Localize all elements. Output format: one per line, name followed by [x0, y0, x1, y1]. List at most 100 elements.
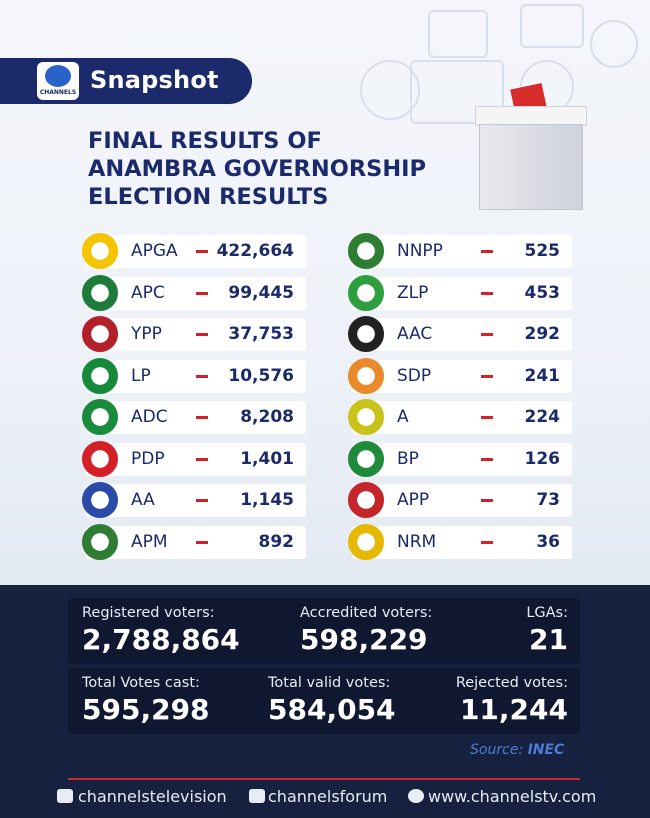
party-logo-icon	[82, 233, 118, 269]
accredited-voters-label: Accredited voters:	[300, 605, 433, 621]
youtube-handle-link[interactable]: channelstelevision	[78, 787, 227, 806]
party-name: BP	[397, 448, 419, 469]
decorative-monitor-icon	[410, 60, 504, 124]
registered-voters-value: 2,788,864	[82, 623, 240, 656]
channels-logo: CHANNELS	[37, 62, 79, 100]
separator-dash	[196, 457, 208, 461]
facebook-icon	[249, 789, 265, 803]
ballot-box-lid	[475, 106, 587, 126]
party-votes: 1,145	[240, 490, 294, 510]
party-votes: 99,445	[228, 282, 294, 303]
party-logo-icon	[348, 440, 384, 477]
separator-dash	[196, 250, 208, 253]
party-votes: 37,753	[228, 324, 294, 344]
party-logo-icon	[82, 440, 118, 477]
decorative-globe-icon	[360, 60, 420, 120]
title-line: ELECTION RESULTS	[88, 184, 329, 210]
globe-icon	[45, 65, 71, 87]
party-logo-icon	[82, 274, 118, 311]
party-votes: 36	[536, 531, 560, 552]
party-votes: 224	[524, 407, 561, 427]
party-name: SDP	[397, 365, 432, 386]
title-line: ANAMBRA GOVERNORSHIP	[88, 156, 427, 182]
party-logo-icon	[82, 357, 118, 394]
party-votes: 525	[524, 241, 561, 261]
lgas-value: 21	[529, 623, 568, 656]
party-votes: 292	[524, 324, 561, 344]
separator-dash	[196, 499, 208, 502]
separator-dash	[481, 499, 493, 502]
stats-row-voters: Registered voters: 2,788,864 Accredited …	[68, 598, 580, 664]
party-name: AAC	[397, 324, 433, 344]
rejected-votes-value: 11,244	[459, 693, 568, 726]
page-title: FINAL RESULTS OF ANAMBRA GOVERNORSHIP EL…	[88, 127, 488, 211]
separator-dash	[196, 540, 208, 544]
party-logo-icon	[82, 482, 118, 518]
registered-voters-label: Registered voters:	[82, 605, 215, 621]
party-name: AA	[131, 490, 155, 510]
party-votes: 8,208	[240, 407, 294, 427]
party-votes: 453	[524, 282, 561, 303]
ballot-box-body	[479, 124, 583, 210]
party-votes: 10,576	[228, 365, 294, 386]
party-row	[352, 525, 572, 559]
party-votes: 892	[258, 531, 295, 552]
party-logo-icon	[348, 316, 384, 352]
separator-dash	[481, 333, 493, 336]
party-votes: 126	[524, 448, 561, 469]
party-logo-icon	[348, 274, 384, 311]
separator-dash	[481, 457, 493, 461]
party-row	[352, 318, 572, 351]
party-name: LP	[131, 365, 151, 386]
lgas-label: LGAs:	[526, 605, 568, 621]
party-logo-icon	[82, 316, 118, 352]
website-link[interactable]: www.channelstv.com	[428, 787, 597, 806]
decorative-search-icon	[590, 20, 638, 68]
party-name: APGA	[131, 241, 178, 261]
total-votes-cast-value: 595,298	[82, 693, 210, 726]
footer-divider	[68, 778, 580, 780]
accredited-voters-value: 598,229	[300, 623, 428, 656]
party-logo-icon	[348, 482, 384, 518]
separator-dash	[481, 416, 493, 419]
party-name: NRM	[397, 531, 437, 552]
party-votes: 422,664	[216, 241, 294, 261]
party-name: ZLP	[397, 282, 429, 303]
facebook-handle-link[interactable]: channelsforum	[268, 787, 388, 806]
party-logo-icon	[348, 233, 384, 269]
rejected-votes-label: Rejected votes:	[455, 675, 568, 691]
channels-logo-text: CHANNELS	[39, 89, 77, 96]
party-name: A	[397, 407, 409, 427]
party-votes: 73	[536, 490, 560, 510]
decorative-bar-chart-icon	[520, 4, 584, 48]
party-logo-icon	[82, 523, 118, 560]
stats-row-votes: Total Votes cast: 595,298 Total valid vo…	[68, 668, 580, 734]
youtube-icon	[57, 789, 73, 803]
title-line: FINAL RESULTS OF	[88, 128, 322, 154]
party-logo-icon	[348, 399, 384, 435]
party-name: APC	[131, 282, 165, 303]
party-name: APP	[397, 490, 430, 510]
web-globe-icon	[408, 789, 424, 803]
total-votes-cast-label: Total Votes cast:	[82, 675, 200, 691]
party-logo-icon	[82, 399, 118, 435]
party-name: NNPP	[397, 241, 443, 261]
separator-dash	[481, 374, 493, 378]
separator-dash	[481, 540, 493, 544]
separator-dash	[196, 291, 208, 295]
party-row	[352, 484, 572, 517]
party-logo-icon	[348, 357, 384, 394]
brand-name: Snapshot	[90, 66, 219, 94]
party-logo-icon	[348, 523, 384, 560]
party-row	[352, 276, 572, 310]
party-row	[352, 359, 572, 393]
party-votes: 1,401	[240, 448, 294, 469]
separator-dash	[481, 291, 493, 295]
separator-dash	[196, 333, 208, 336]
separator-dash	[481, 250, 493, 253]
party-row	[352, 235, 572, 268]
source-label: Source:	[470, 742, 524, 758]
source-credit: Source: INEC	[470, 742, 564, 758]
party-name: APM	[131, 531, 168, 552]
party-votes: 241	[524, 365, 561, 386]
